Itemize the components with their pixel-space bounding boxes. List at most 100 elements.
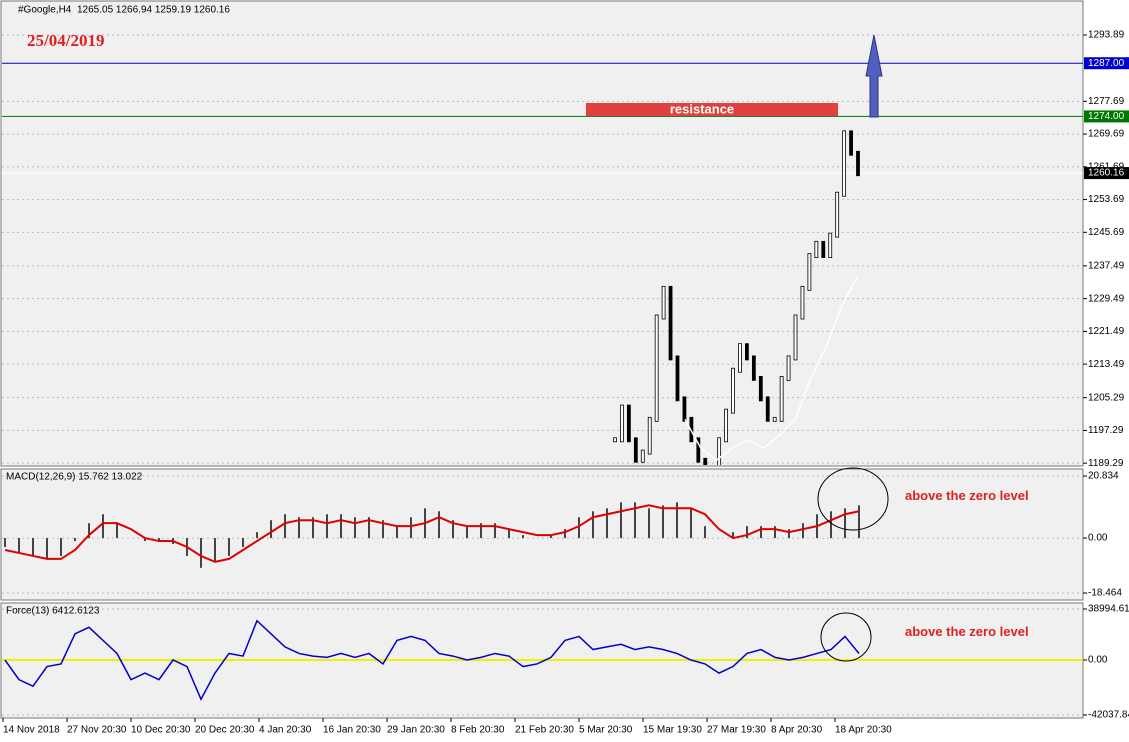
y-tick-label: -42037.846 (1088, 710, 1129, 721)
macd-bar (74, 538, 76, 542)
macd-bar (60, 538, 62, 556)
macd-bar (592, 511, 594, 539)
y-tick-label: 1197.29 (1088, 425, 1124, 436)
candle (731, 367, 735, 414)
time-label: 21 Feb 20:30 (515, 725, 574, 736)
macd-bar (802, 523, 804, 539)
macd-bar (214, 538, 216, 562)
macd-bar (452, 520, 454, 539)
y-tick-label: 1253.69 (1088, 194, 1125, 205)
macd-bar (508, 529, 510, 539)
level-tag (1084, 110, 1129, 123)
macd-bar (830, 511, 832, 539)
macd-bar (676, 502, 678, 539)
macd-bar (354, 517, 356, 539)
candle (814, 240, 819, 259)
macd-bar (564, 529, 566, 539)
candle (856, 150, 860, 177)
highlight-circle (817, 467, 889, 531)
note-box: above the zero level (905, 624, 1029, 639)
macd-bar (326, 514, 328, 539)
macd-bar (228, 538, 230, 556)
y-tick-label: 0.00 (1088, 533, 1108, 544)
candle (758, 376, 763, 402)
candles (613, 130, 860, 465)
macd-bar (620, 502, 622, 539)
candle (807, 253, 812, 291)
candle (724, 408, 728, 443)
time-label: 8 Feb 20:30 (451, 725, 505, 736)
macd-bar (88, 523, 90, 539)
candle (745, 343, 749, 361)
candle (620, 404, 624, 443)
macd-bar (284, 514, 286, 539)
candle (675, 355, 680, 402)
time-label: 14 Nov 2018 (3, 725, 60, 736)
candle (772, 416, 777, 422)
time-label: 8 Apr 20:30 (771, 725, 823, 736)
note-box: above the zero level (905, 488, 1029, 503)
y-tick-label: 1205.29 (1088, 392, 1125, 403)
y-tick-label: 1213.49 (1088, 359, 1125, 370)
level-label: 1287.00 (1088, 58, 1125, 69)
time-label: 27 Nov 20:30 (67, 725, 127, 736)
macd-bar (200, 538, 202, 568)
y-tick-label: 0.00 (1088, 655, 1108, 666)
candle (786, 355, 791, 381)
candle (793, 314, 798, 361)
time-label: 10 Dec 20:30 (131, 725, 191, 736)
macd-bar (4, 538, 6, 548)
candle (640, 449, 645, 463)
current-price-label: 1260.16 (1088, 168, 1125, 179)
y-tick-label: 1277.69 (1088, 96, 1125, 107)
candle (738, 343, 742, 373)
time-label: 5 Mar 20:30 (579, 725, 633, 736)
date-note: 25/04/2019 (27, 31, 104, 50)
macd-bar (550, 535, 552, 539)
macd-bar (494, 523, 496, 539)
macd-bar (32, 538, 34, 556)
macd-bar (46, 538, 48, 559)
time-label: 16 Jan 20:30 (323, 725, 381, 736)
y-tick-label: 1189.29 (1088, 458, 1124, 469)
macd-bar (144, 538, 146, 542)
force-note: above the zero level (905, 624, 1029, 639)
macd-bar (466, 526, 468, 539)
y-tick-label: 1269.69 (1088, 129, 1125, 140)
macd-bar (270, 520, 272, 539)
macd-bar (522, 535, 524, 539)
macd-bar (242, 538, 244, 548)
candle (821, 240, 826, 259)
macd-bar (858, 505, 860, 539)
macd-bar (606, 508, 608, 539)
y-tick-label: 1245.69 (1088, 227, 1125, 238)
candle (842, 130, 847, 197)
candle (751, 355, 756, 381)
resistance-box (586, 103, 838, 116)
candle (661, 285, 666, 320)
highlight-circle (820, 612, 872, 662)
macd-bar (256, 532, 258, 539)
macd-bar (634, 502, 636, 539)
y-tick-label: 1261.69 (1088, 161, 1125, 172)
macd-bar (102, 514, 104, 539)
resistance-label: resistance (670, 101, 734, 116)
candle (647, 416, 652, 455)
y-tick-label: -18.464 (1088, 588, 1122, 599)
macd-bar (340, 514, 342, 539)
y-tick-label: 20.834 (1088, 471, 1119, 482)
signal-line (4, 504, 860, 563)
macd-bar (760, 526, 762, 539)
price-panel (0, 0, 1084, 467)
candle (800, 285, 805, 320)
macd-bar (648, 508, 650, 539)
y-tick-label: 1221.49 (1088, 326, 1125, 337)
force-label: Force(13) 6412.6123 (6, 606, 100, 617)
macd-bar (368, 517, 370, 539)
up-arrow (865, 34, 883, 118)
ohlc: 1265.05 1266.94 1259.19 1260.16 (77, 5, 230, 16)
level-tag (1084, 57, 1129, 70)
macd-bar (18, 538, 20, 553)
moving-average (684, 275, 859, 462)
